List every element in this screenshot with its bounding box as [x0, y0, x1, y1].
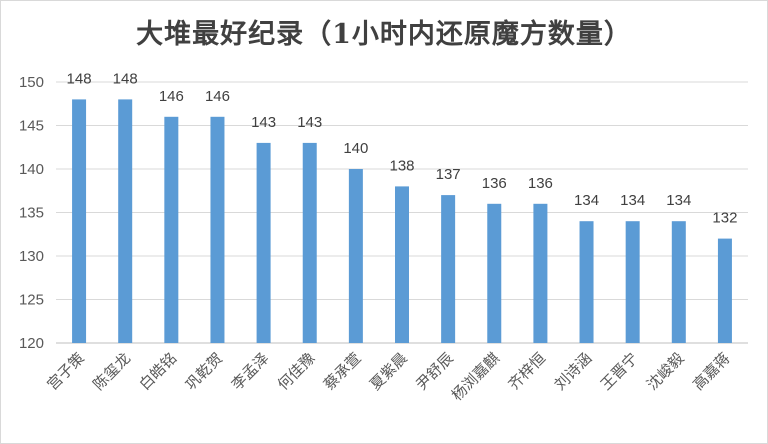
y-axis-ticks: 120 125 130 135 140 145 150: [19, 74, 44, 352]
data-label: 136: [528, 175, 553, 192]
data-label: 137: [436, 166, 461, 183]
y-tick-label: 125: [19, 292, 44, 309]
data-label: 134: [666, 192, 691, 209]
data-label: 136: [482, 175, 507, 192]
x-tick-label: 齐梓恒: [505, 349, 550, 394]
bar: [487, 203, 502, 343]
x-tick-label: 蔡承萱: [320, 349, 365, 394]
bar: [210, 116, 225, 343]
bar: [625, 221, 640, 343]
x-tick-label: 宫子策: [43, 349, 88, 394]
data-label: 143: [251, 114, 276, 131]
y-tick-label: 150: [19, 74, 44, 91]
bar: [717, 238, 732, 343]
x-tick-label: 何佳豫: [274, 349, 319, 394]
x-tick-label: 白皓铭: [136, 349, 181, 394]
y-tick-label: 135: [19, 205, 44, 222]
data-label: 148: [113, 70, 138, 87]
bar: [671, 221, 686, 343]
data-label: 148: [67, 70, 92, 87]
bar: [256, 142, 271, 343]
data-label: 134: [574, 192, 599, 209]
x-tick-label: 陈玺龙: [89, 349, 134, 394]
y-tick-label: 120: [19, 335, 44, 352]
y-tick-label: 140: [19, 161, 44, 178]
data-label: 140: [343, 140, 368, 157]
x-tick-label: 王晋宁: [597, 349, 642, 394]
bar: [72, 99, 87, 344]
bar: [348, 169, 363, 343]
x-tick-label: 李孟泽: [228, 349, 273, 394]
bar: [579, 221, 594, 343]
y-tick-label: 145: [19, 118, 44, 135]
x-tick-label: 刘诗涵: [551, 349, 596, 394]
x-tick-label: 杨浏嘉麒: [448, 349, 503, 404]
data-label: 143: [297, 114, 322, 131]
data-label: 146: [205, 88, 230, 105]
data-label: 138: [389, 157, 414, 174]
x-tick-label: 尹舒辰: [412, 349, 457, 394]
bar: [395, 186, 409, 343]
bar: [441, 195, 456, 343]
bar: [118, 99, 133, 344]
x-tick-label: 夏紫晨: [366, 349, 411, 394]
data-labels: 148 148 146 146 143 143 140 138 137 136 136 134 134 1…: [67, 70, 738, 226]
y-tick-label: 130: [19, 248, 44, 265]
data-label: 146: [159, 88, 184, 105]
x-tick-label: 沈峻毅: [643, 349, 688, 394]
data-label: 134: [620, 192, 645, 209]
data-label: 132: [712, 210, 737, 227]
bar: [302, 142, 317, 343]
bar: [164, 116, 179, 343]
chart-title: 大堆最好纪录（1小时内还原魔方数量）: [136, 19, 632, 50]
x-tick-label: 高嘉蒋: [689, 349, 734, 394]
bar: [533, 203, 548, 343]
bars: [72, 99, 732, 344]
x-tick-label: 巩乾贺: [182, 349, 227, 394]
